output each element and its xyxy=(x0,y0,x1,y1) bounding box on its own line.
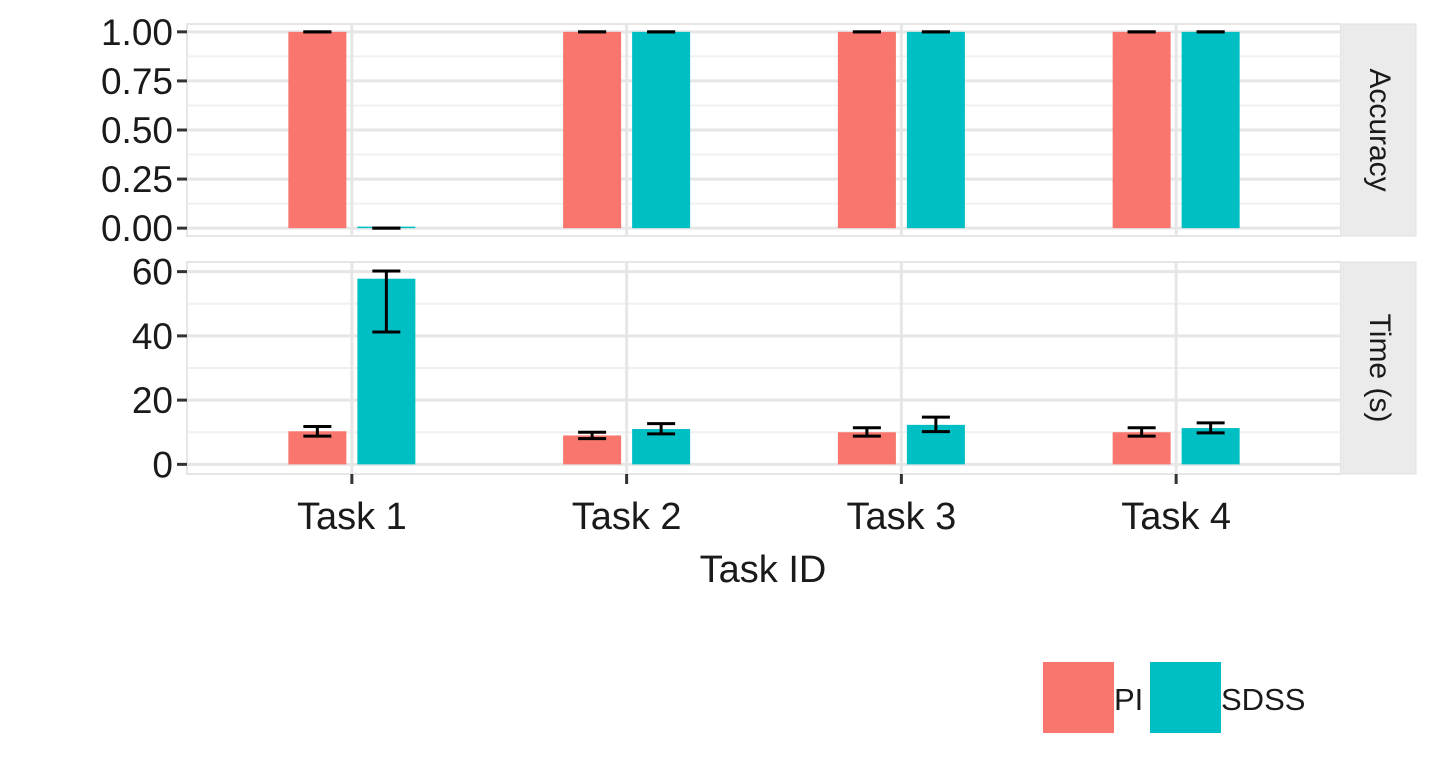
bar-sdss xyxy=(1181,31,1240,229)
error-bar xyxy=(578,430,607,441)
y-tick-label: 60 xyxy=(132,252,173,293)
bar-pi xyxy=(288,31,347,229)
y-tick-label: 1.00 xyxy=(101,12,173,53)
legend-label: PI xyxy=(1114,682,1143,717)
facet-strip xyxy=(1342,261,1417,475)
y-tick-label: 0.00 xyxy=(101,208,173,249)
legend-key-sdss xyxy=(1150,662,1221,733)
facet-strip-label: Accuracy xyxy=(1363,68,1396,191)
x-axis: Task 1 Task 2 Task 3 Task 4 xyxy=(297,474,1231,538)
y-tick-label: 0.50 xyxy=(101,110,173,151)
x-axis-title: Task ID xyxy=(700,549,827,591)
error-bar xyxy=(852,426,881,438)
error-bar xyxy=(921,415,950,434)
y-tick-label: 0.75 xyxy=(101,61,173,102)
y-tick-label: 40 xyxy=(132,316,173,357)
chart-panels: 0.00 0.25 0.50 0.75 1.00 Accuracy 0 20 40 60 Time … xyxy=(101,12,1417,485)
bar-pi xyxy=(563,31,622,229)
y-tick-label: 20 xyxy=(132,380,173,421)
legend-key-pi xyxy=(1043,662,1114,733)
facet-strip-label: Time (s) xyxy=(1363,314,1396,423)
x-tick-label: Task 1 xyxy=(297,496,407,538)
x-tick-label: Task 4 xyxy=(1121,496,1231,538)
y-tick-label: 0.25 xyxy=(101,159,173,200)
error-bar xyxy=(1127,426,1156,438)
error-bar xyxy=(1196,421,1225,435)
legend: PI SDSS xyxy=(1043,662,1305,733)
legend-item-sdss: SDSS xyxy=(1150,662,1305,733)
error-bar xyxy=(303,424,332,438)
panel-accuracy: 0.00 0.25 0.50 0.75 1.00 Accuracy xyxy=(101,12,1417,249)
x-tick-label: Task 2 xyxy=(572,496,682,538)
facet-strip xyxy=(1342,23,1417,237)
bar-sdss xyxy=(632,31,691,229)
error-bar xyxy=(372,269,401,334)
y-tick-label: 0 xyxy=(152,444,173,485)
x-tick-label: Task 3 xyxy=(846,496,956,538)
legend-label: SDSS xyxy=(1221,682,1305,717)
bar-pi xyxy=(837,31,896,229)
bar-pi xyxy=(1112,31,1171,229)
error-bar xyxy=(647,422,676,436)
bar-sdss xyxy=(906,31,965,229)
legend-item-pi: PI xyxy=(1043,662,1143,733)
panel-time-s: 0 20 40 60 Time (s) xyxy=(132,252,1417,485)
bar-pi xyxy=(563,435,622,465)
